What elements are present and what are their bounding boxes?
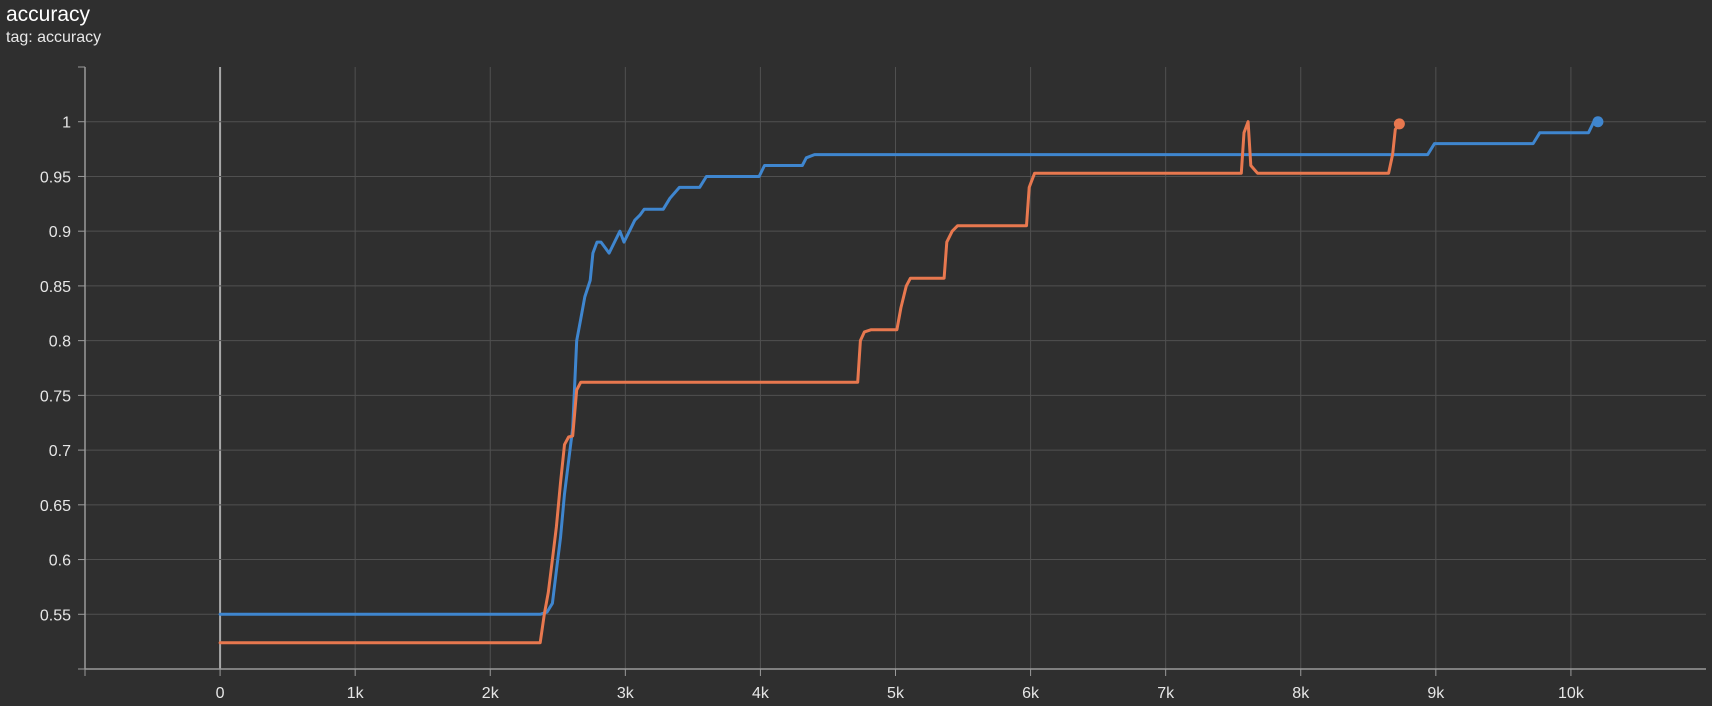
- series-end-marker-1: [1592, 116, 1604, 128]
- x-tick-label: 1k: [347, 685, 365, 702]
- y-tick-label: 0.75: [40, 388, 71, 405]
- x-tick-labels: 0 1k 2k 3k 4k 5k 6k 7k 8k 9k 10k: [216, 685, 1585, 702]
- y-gridlines: [85, 121, 1706, 615]
- y-tick-label: 0.55: [40, 607, 71, 624]
- series-line-1: [218, 120, 1600, 616]
- y-tick-label: 0.95: [40, 169, 71, 186]
- x-tick-label: 2k: [482, 685, 500, 702]
- x-gridlines: [219, 67, 1572, 669]
- series-end-marker-2: [1393, 118, 1405, 130]
- chart-title: accuracy: [6, 3, 91, 26]
- series-line-2: [218, 120, 1401, 645]
- x-tick-label: 0: [216, 685, 225, 702]
- chart-tag-label: tag: accuracy: [6, 29, 102, 46]
- y-tick-label: 0.85: [40, 279, 71, 296]
- x-tick-label: 3k: [617, 685, 635, 702]
- y-tick-label: 0.6: [49, 553, 71, 570]
- y-tick-labels: 0.55 0.6 0.65 0.7 0.75 0.8 0.85 0.9 0.95 1: [40, 115, 71, 625]
- y-tick-label: 0.65: [40, 498, 71, 515]
- series-layer: [218, 116, 1604, 645]
- y-tick-label: 0.8: [49, 334, 71, 351]
- x-tick-label: 5k: [887, 685, 905, 702]
- y-tick-label: 0.7: [49, 443, 71, 460]
- y-tick-label: 1: [62, 115, 71, 132]
- x-tick-label: 7k: [1157, 685, 1175, 702]
- x-tick-label: 9k: [1427, 685, 1445, 702]
- chart-axes: [78, 66, 1706, 676]
- x-tick-label: 8k: [1292, 685, 1310, 702]
- x-tick-label: 4k: [752, 685, 770, 702]
- x-tick-label: 10k: [1558, 685, 1585, 702]
- x-tick-label: 6k: [1022, 685, 1040, 702]
- y-tick-label: 0.9: [49, 224, 71, 241]
